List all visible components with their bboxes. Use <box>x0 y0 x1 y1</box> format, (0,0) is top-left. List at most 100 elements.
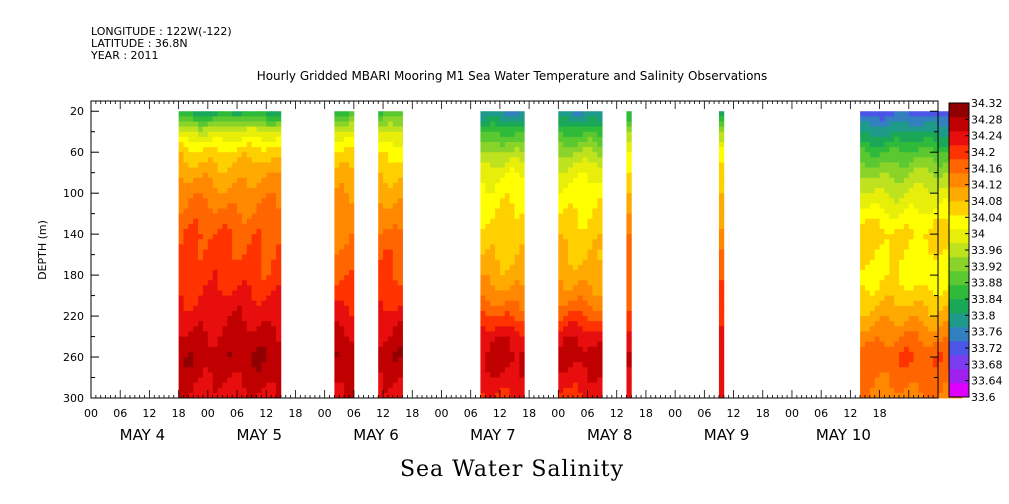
salinity-cell <box>241 372 248 378</box>
salinity-cell <box>222 198 228 204</box>
salinity-cell <box>241 331 248 337</box>
salinity-cell <box>485 387 491 394</box>
salinity-cell <box>212 275 218 281</box>
salinity-cell <box>217 136 223 143</box>
salinity-cell <box>383 131 389 138</box>
salinity-cell <box>193 285 199 291</box>
salinity-cell <box>869 310 876 317</box>
salinity-cell <box>237 372 243 378</box>
salinity-cell <box>504 172 511 179</box>
salinity-cell <box>334 218 340 225</box>
salinity-cell <box>193 362 199 368</box>
salinity-cell <box>918 300 924 307</box>
salinity-cell <box>568 239 574 245</box>
salinity-cell <box>928 167 934 174</box>
salinity-cell <box>237 193 243 199</box>
salinity-cell <box>178 346 184 353</box>
salinity-cell <box>869 285 876 291</box>
salinity-cell <box>222 244 228 250</box>
salinity-cell <box>563 331 569 337</box>
salinity-cell <box>387 290 394 296</box>
salinity-cell <box>899 249 905 256</box>
salinity-cell <box>339 208 345 215</box>
salinity-cell <box>198 116 204 122</box>
salinity-cell <box>582 167 588 174</box>
salinity-cell <box>563 387 569 394</box>
x-tick-label: 18 <box>639 407 653 420</box>
salinity-cell <box>874 269 880 276</box>
salinity-cell <box>241 167 248 174</box>
salinity-cell <box>577 234 584 240</box>
salinity-cell <box>572 218 579 225</box>
salinity-cell <box>942 290 949 296</box>
salinity-cell <box>860 275 866 281</box>
salinity-cell <box>884 280 890 286</box>
salinity-cell <box>879 357 885 363</box>
salinity-cell <box>903 177 910 184</box>
salinity-cell <box>626 239 632 245</box>
salinity-cell <box>884 336 890 343</box>
salinity-cell <box>563 310 569 317</box>
salinity-cell <box>942 126 949 133</box>
salinity-cell <box>207 136 214 143</box>
salinity-cell <box>899 131 905 138</box>
salinity-cell <box>903 254 910 261</box>
salinity-cell <box>933 136 939 143</box>
salinity-cell <box>378 362 384 368</box>
salinity-cell <box>504 372 511 378</box>
salinity-cell <box>908 111 915 117</box>
salinity-cell <box>587 244 593 250</box>
salinity-cell <box>387 177 394 184</box>
salinity-cell <box>232 141 238 148</box>
salinity-cell <box>271 249 277 256</box>
salinity-cell <box>495 372 501 378</box>
salinity-cell <box>597 239 603 245</box>
salinity-cell <box>884 310 890 317</box>
salinity-cell <box>577 116 584 122</box>
salinity-cell <box>592 382 598 389</box>
salinity-cell <box>271 116 277 122</box>
salinity-cell <box>387 244 394 250</box>
salinity-cell <box>864 239 871 245</box>
salinity-cell <box>188 193 194 199</box>
salinity-cell <box>504 152 511 158</box>
salinity-cell <box>928 269 934 276</box>
salinity-cell <box>275 157 282 163</box>
salinity-cell <box>918 351 924 358</box>
salinity-cell <box>592 295 598 302</box>
salinity-cell <box>212 316 218 322</box>
salinity-cell <box>490 264 496 271</box>
salinity-cell <box>499 162 506 168</box>
colorbar-band <box>949 327 969 342</box>
salinity-cell <box>183 310 189 317</box>
salinity-cell <box>207 300 214 307</box>
salinity-cell <box>568 147 574 153</box>
salinity-cell <box>860 300 866 307</box>
salinity-cell <box>198 326 204 332</box>
salinity-cell <box>241 229 248 235</box>
salinity-cell <box>387 229 394 235</box>
salinity-cell <box>495 316 501 322</box>
salinity-cell <box>626 300 632 307</box>
x-tick-label: 06 <box>581 407 595 420</box>
salinity-cell <box>261 177 267 184</box>
salinity-cell <box>485 259 491 266</box>
salinity-cell <box>271 229 277 235</box>
salinity-cell <box>490 316 496 322</box>
salinity-cell <box>879 362 885 368</box>
salinity-cell <box>597 300 603 307</box>
salinity-cell <box>383 254 389 261</box>
salinity-cell <box>178 218 184 225</box>
salinity-cell <box>261 136 267 143</box>
salinity-cell <box>933 111 939 117</box>
salinity-cell <box>499 249 506 256</box>
salinity-cell <box>918 147 924 153</box>
salinity-cell <box>387 275 394 281</box>
salinity-cell <box>198 229 204 235</box>
salinity-cell <box>923 177 929 184</box>
salinity-cell <box>266 229 272 235</box>
salinity-cell <box>894 264 900 271</box>
salinity-cell <box>207 310 214 317</box>
salinity-cell <box>587 131 593 138</box>
salinity-cell <box>387 111 394 117</box>
